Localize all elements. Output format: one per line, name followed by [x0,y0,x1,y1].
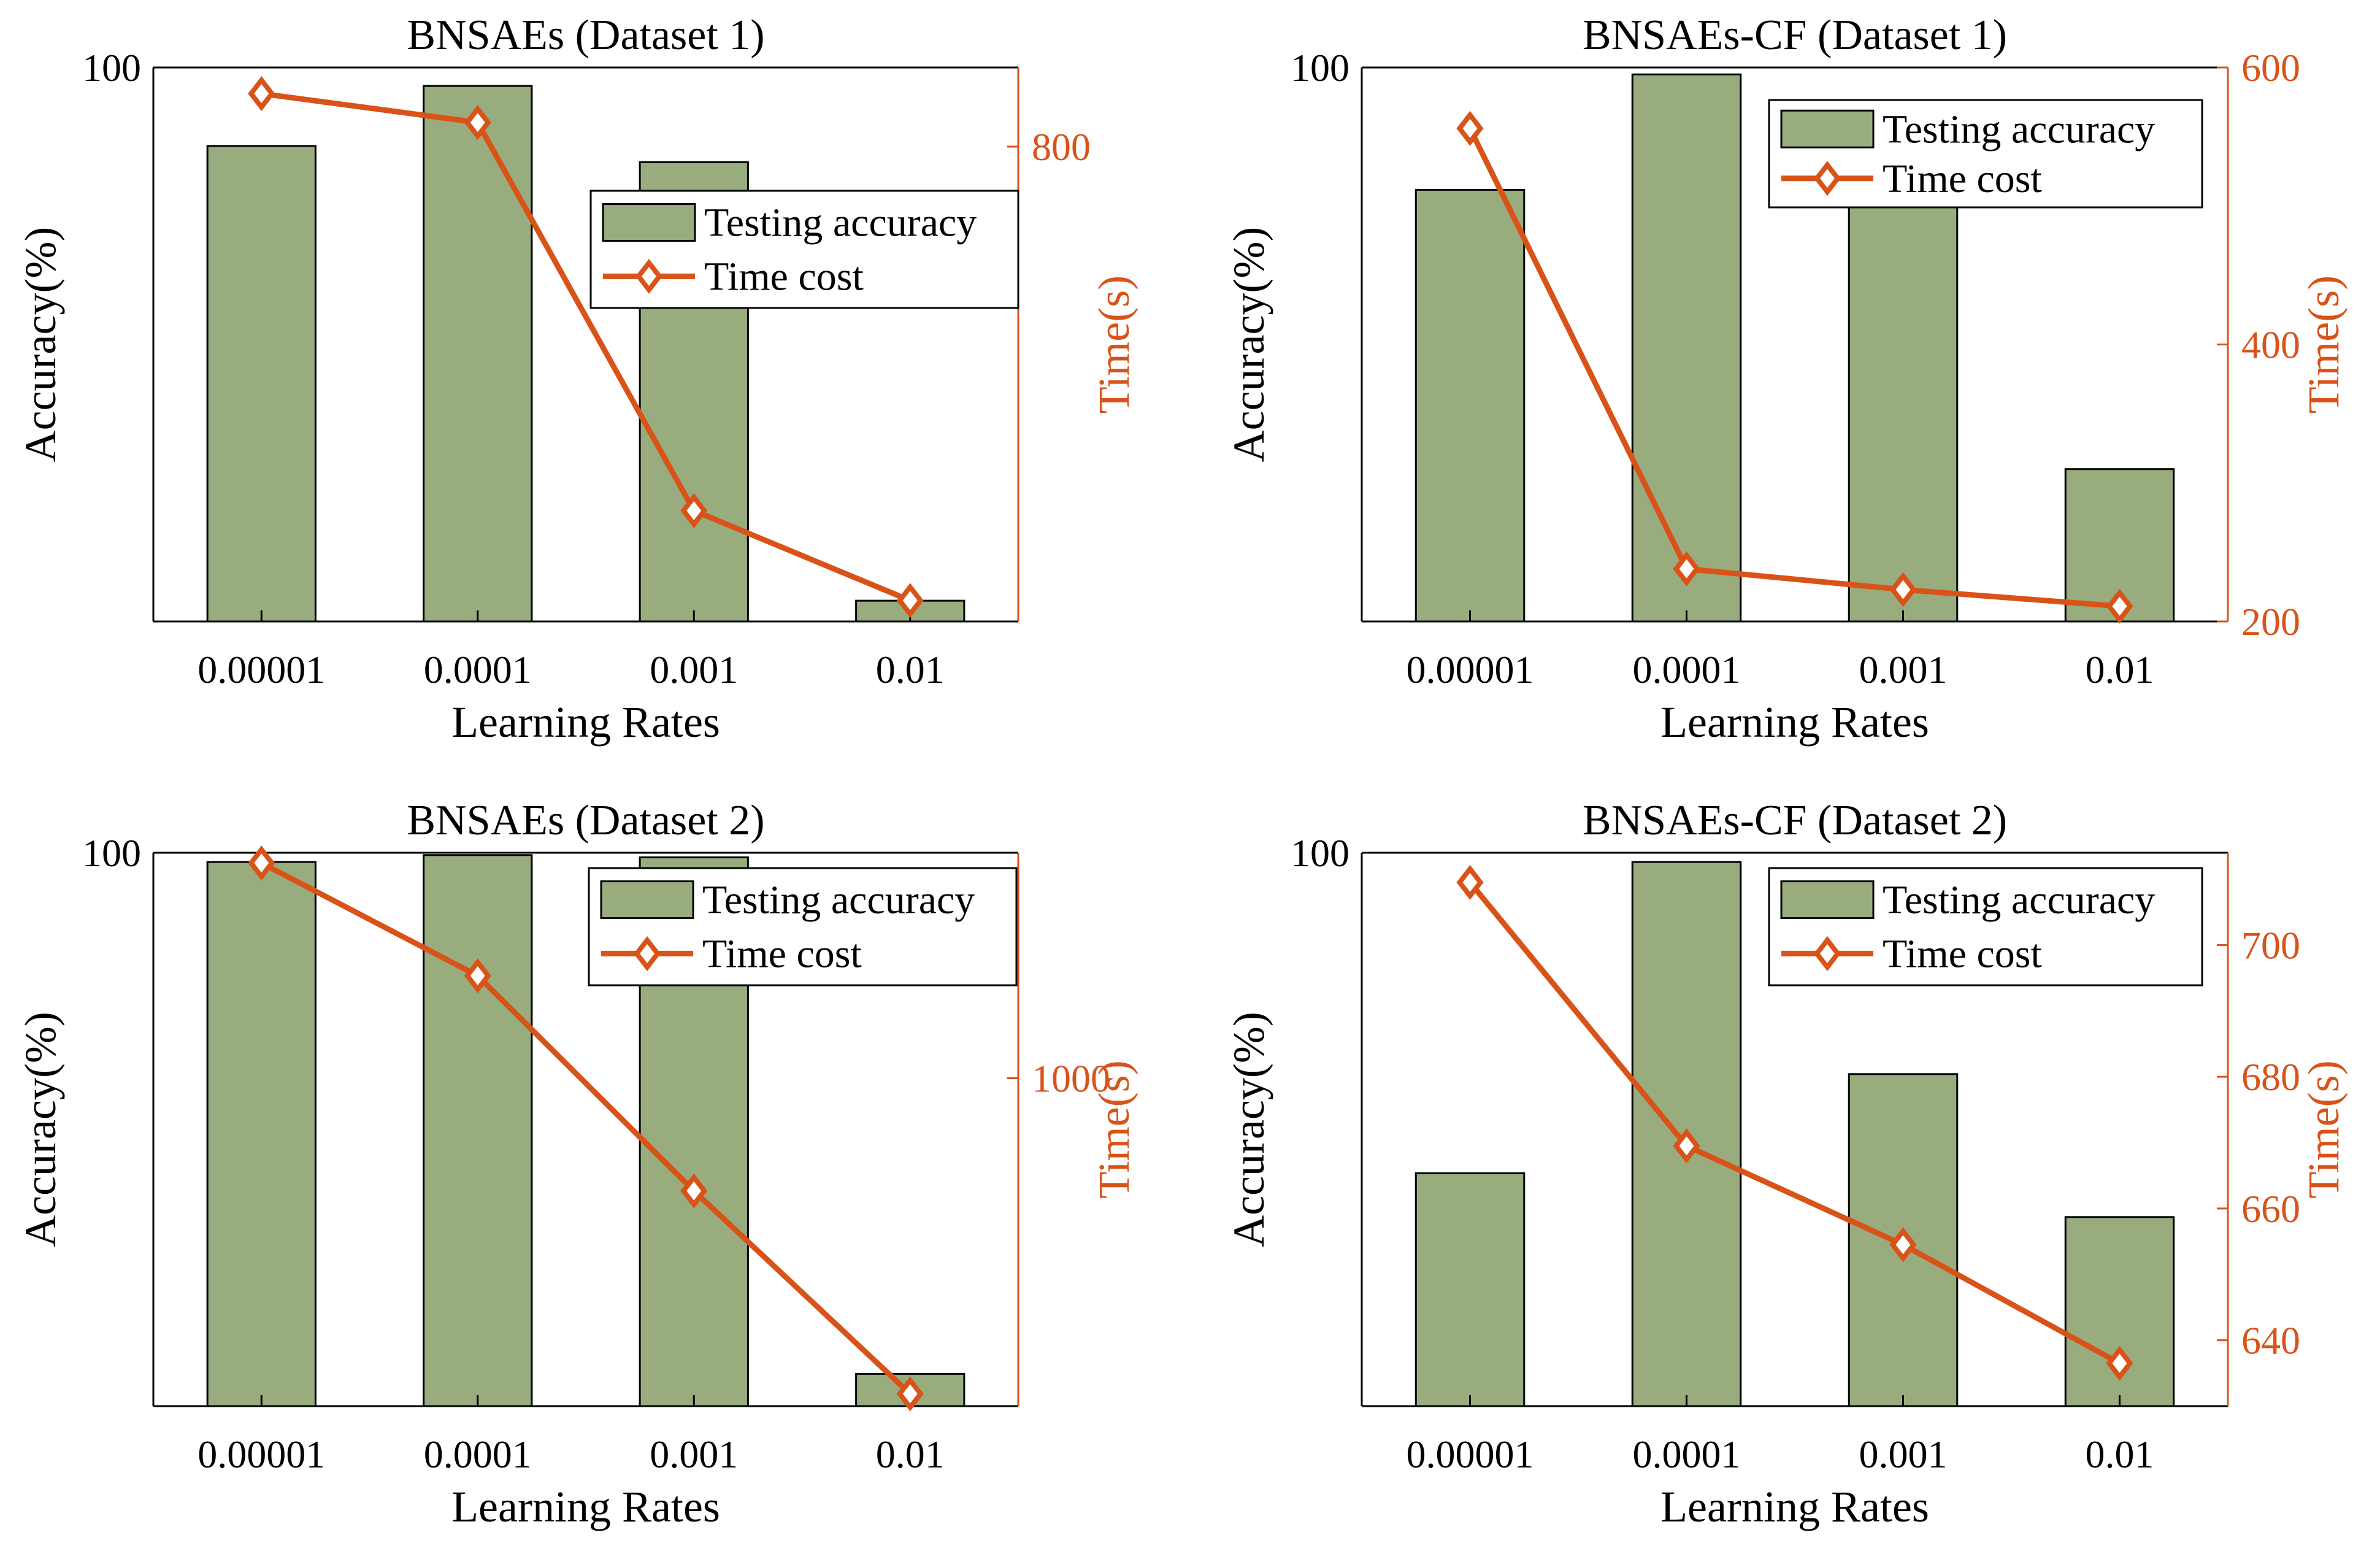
accuracy-bar-0.001 [1848,172,1959,623]
legend-bar-swatch [602,203,696,242]
legend: Testing accuracy Time cost [588,867,1018,986]
accuracy-bar-0.00001 [206,145,317,623]
y2-axis-label: Time(s) [2299,275,2348,413]
x-tick-label: 0.00001 [1407,648,1534,691]
accuracy-bar-0.01 [2064,1216,2175,1407]
legend-bar-swatch [600,880,694,920]
x-axis-label: Learning Rates [1660,698,1929,747]
right-tick-label: 640 [2241,1319,2300,1363]
x-tick-label: 0.0001 [1633,1433,1741,1476]
time-cost-marker-0.00001 [1456,864,1484,900]
time-cost-marker-0.001 [680,493,708,528]
time-cost-line [1468,880,2121,1366]
x-axis-label: Learning Rates [1660,1482,1929,1531]
time-cost-marker-0.001 [680,1173,708,1209]
chart-title: BNSAEs-CF (Dataset 1) [1583,12,2007,59]
accuracy-bar-0.00001 [206,861,317,1407]
x-tick-label: 0.001 [1859,648,1948,691]
accuracy-bar-0.0001 [1631,73,1742,623]
chart-panel-1: 100 800 0.00001 0.0001 0.001 0.01 BNSAEs (Data… [16,12,1138,747]
right-tick-label: 200 [2241,600,2300,644]
time-cost-marker-0.01 [896,583,924,618]
chart-panel-4: 100 640 660 680 700 0.00001 0.0001 0.001 0.01 BNS… [1224,797,2348,1531]
x-tick-label: 0.0001 [424,1433,532,1476]
x-tick-label: 0.001 [1859,1433,1948,1476]
legend-bar-swatch [1780,880,1875,920]
time-cost-line [1467,127,2120,609]
legend-label-time: Time cost [702,931,862,976]
time-cost-marker-0.01 [896,1376,924,1412]
left-tick-label: 100 [82,46,141,90]
time-cost-marker-0.001 [1889,1227,1917,1263]
legend-label-time: Time cost [1883,931,2042,976]
legend-marker-icon [633,936,661,971]
time-cost-marker-0.0001 [1673,551,1700,586]
chart-title: BNSAEs (Dataset 1) [407,12,764,59]
x-tick-label: 0.00001 [1407,1433,1534,1476]
time-cost-line [260,860,912,1396]
y-axis-label: Accuracy(%) [1224,227,1273,463]
x-tick-label: 0.0001 [1633,648,1741,691]
legend-marker-icon [1813,936,1841,971]
right-tick-label: 660 [2241,1187,2300,1231]
legend: Testing accuracy Time cost [589,190,1019,309]
chart-panel-3: 100 1000 0.00001 0.0001 0.001 0.01 BNSAEs (Dat… [16,797,1138,1531]
chart-title: BNSAEs (Dataset 2) [407,797,764,844]
x-tick-label: 0.0001 [424,648,532,691]
accuracy-bar-0.00001 [1415,1172,1526,1407]
x-tick-label: 0.001 [650,1433,738,1476]
time-cost-marker-0.001 [1889,572,1917,607]
legend-label-time: Time cost [704,254,864,299]
y2-axis-label: Time(s) [1089,275,1138,413]
x-tick-label: 0.00001 [198,648,325,691]
x-tick-label: 0.001 [650,648,738,691]
right-tick-label: 680 [2241,1055,2300,1099]
y-axis-label: Accuracy(%) [16,227,65,463]
right-tick-label: 800 [1032,125,1091,169]
x-axis-label: Learning Rates [451,698,720,747]
time-cost-marker-0.01 [2106,1345,2133,1381]
left-tick-label: 100 [1291,831,1349,875]
time-cost-marker-0.00001 [248,76,275,112]
legend-bar-swatch [1780,109,1875,148]
right-tick-label: 700 [2241,923,2300,967]
x-tick-label: 0.01 [876,1433,945,1476]
y-axis-label: Accuracy(%) [1224,1012,1273,1247]
chart-title: BNSAEs-CF (Dataset 2) [1583,797,2007,844]
right-tick-label: 600 [2241,46,2300,90]
chart-panel-2: 100 200 400 600 0.00001 0.0001 0.001 0.01 BNSAEs… [1224,12,2348,747]
y2-axis-label: Time(s) [1089,1060,1138,1198]
x-tick-label: 0.01 [876,648,945,691]
time-cost-marker-0.01 [2106,588,2133,624]
x-axis-label: Learning Rates [451,1482,720,1531]
time-cost-line [261,91,912,603]
time-cost-marker-0.0001 [1673,1128,1700,1164]
legend-marker-icon [635,258,663,294]
legend-label-accuracy: Testing accuracy [1883,878,2155,923]
right-tick-label: 400 [2241,323,2300,367]
legend-label-accuracy: Testing accuracy [1883,107,2155,152]
left-tick-label: 100 [82,831,141,875]
legend-label-time: Time cost [1883,156,2042,201]
accuracy-bar-0.0001 [423,85,533,623]
x-tick-label: 0.01 [2086,1433,2154,1476]
time-cost-marker-0.0001 [464,105,491,140]
time-cost-marker-0.00001 [248,845,275,881]
left-tick-label: 100 [1291,46,1349,90]
right-tick-label: 1000 [1032,1056,1110,1100]
y2-axis-label: Time(s) [2299,1060,2348,1198]
legend-label-accuracy: Testing accuracy [702,878,975,923]
y-axis-label: Accuracy(%) [16,1012,65,1247]
time-cost-marker-0.0001 [464,958,491,993]
accuracy-bar-0.0001 [423,854,533,1407]
legend-label-accuracy: Testing accuracy [704,201,977,245]
legend: Testing accuracy Time cost [1768,867,2203,986]
accuracy-bar-0.00001 [1415,188,1526,623]
time-cost-marker-0.00001 [1456,110,1484,146]
x-tick-label: 0.00001 [198,1433,325,1476]
legend-marker-icon [1813,161,1841,196]
x-tick-label: 0.01 [2086,648,2154,691]
